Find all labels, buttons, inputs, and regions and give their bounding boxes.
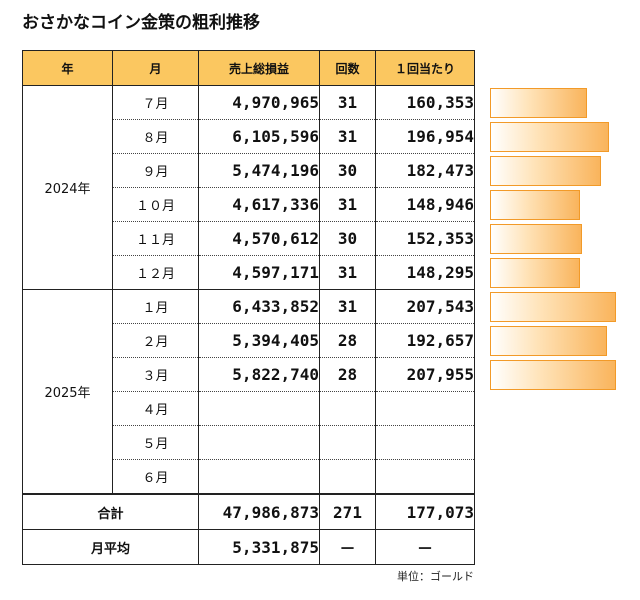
per-cell: 196,954 xyxy=(375,119,475,154)
month-cell: ８月 xyxy=(112,119,199,154)
average-row: 月平均 5,331,875 － － xyxy=(22,529,475,565)
total-per: 177,073 xyxy=(375,493,475,530)
sales-cell: 4,970,965 xyxy=(198,85,320,120)
sales-cell xyxy=(198,459,320,495)
per-cell: 207,955 xyxy=(375,357,475,392)
per-cell xyxy=(375,425,475,460)
page-title: おさかなコイン金策の粗利推移 xyxy=(22,13,260,33)
data-bar xyxy=(490,121,609,152)
per-cell: 148,295 xyxy=(375,255,475,290)
count-cell: 30 xyxy=(319,221,376,256)
table-row: ２月 5,394,405 28 192,657 xyxy=(23,323,475,358)
header-month: 月 xyxy=(112,50,199,86)
count-cell: 28 xyxy=(319,323,376,358)
data-bar xyxy=(490,291,616,322)
year-cell-2025: 2025年 xyxy=(22,289,113,495)
data-bar xyxy=(490,189,580,220)
count-cell: 28 xyxy=(319,357,376,392)
month-cell: ９月 xyxy=(112,153,199,188)
sales-cell: 5,822,740 xyxy=(198,357,320,392)
count-cell: 31 xyxy=(319,255,376,290)
average-count: － xyxy=(319,529,376,565)
data-bar xyxy=(490,87,587,118)
header-count: 回数 xyxy=(319,50,376,86)
sales-cell xyxy=(198,391,320,426)
month-cell: ５月 xyxy=(112,425,199,460)
month-cell: １０月 xyxy=(112,187,199,222)
data-bar xyxy=(490,325,607,356)
average-per: － xyxy=(375,529,475,565)
table-row: 2025年 １月 6,433,852 31 207,543 xyxy=(22,289,475,495)
sales-cell xyxy=(198,425,320,460)
total-sales: 47,986,873 xyxy=(198,493,320,530)
month-cell: ６月 xyxy=(112,459,199,495)
per-cell: 152,353 xyxy=(375,221,475,256)
count-cell xyxy=(319,425,376,460)
month-cell: ７月 xyxy=(112,85,199,120)
month-cell: ３月 xyxy=(112,357,199,392)
header-sales: 売上総損益 xyxy=(198,50,320,86)
sales-cell: 5,474,196 xyxy=(198,153,320,188)
count-cell: 31 xyxy=(319,289,376,324)
data-bar xyxy=(490,257,580,288)
header-per: １回当たり xyxy=(375,50,475,86)
total-row: 合計 47,986,873 271 177,073 xyxy=(22,493,475,530)
count-cell xyxy=(319,459,376,495)
table-row: １１月 4,570,612 30 152,353 xyxy=(23,221,475,256)
table-row: １２月 4,597,171 31 148,295 xyxy=(23,255,475,290)
data-bar xyxy=(490,223,582,254)
count-cell: 31 xyxy=(319,187,376,222)
table-row: ９月 5,474,196 30 182,473 xyxy=(23,153,475,188)
per-cell xyxy=(375,459,475,495)
profit-table: 年 月 売上総損益 回数 １回当たり 2024年 ７月 4,970,965 31… xyxy=(22,50,475,565)
header-row: 年 月 売上総損益 回数 １回当たり xyxy=(22,50,475,86)
header-year: 年 xyxy=(22,50,113,86)
table-row: ３月 5,822,740 28 207,955 xyxy=(23,357,475,392)
data-bar xyxy=(490,359,616,390)
month-cell: １月 xyxy=(112,289,199,324)
table-row: 2024年 ７月 4,970,965 31 160,353 xyxy=(22,85,475,290)
sales-cell: 4,597,171 xyxy=(198,255,320,290)
table-row: ６月 xyxy=(23,459,475,495)
sales-cell: 6,433,852 xyxy=(198,289,320,324)
table-row: ４月 xyxy=(23,391,475,426)
per-cell: 192,657 xyxy=(375,323,475,358)
count-cell: 30 xyxy=(319,153,376,188)
unit-note: 単位：ゴールド xyxy=(397,570,474,583)
table-row: ８月 6,105,596 31 196,954 xyxy=(23,119,475,154)
month-cell: １２月 xyxy=(112,255,199,290)
sales-cell: 6,105,596 xyxy=(198,119,320,154)
month-cell: ４月 xyxy=(112,391,199,426)
per-cell: 182,473 xyxy=(375,153,475,188)
count-cell xyxy=(319,391,376,426)
average-sales: 5,331,875 xyxy=(198,529,320,565)
year-cell-2024: 2024年 xyxy=(22,85,113,290)
table-row: １０月 4,617,336 31 148,946 xyxy=(23,187,475,222)
total-count: 271 xyxy=(319,493,376,530)
data-bar xyxy=(490,155,601,186)
month-cell: ２月 xyxy=(112,323,199,358)
per-cell xyxy=(375,391,475,426)
count-cell: 31 xyxy=(319,119,376,154)
sales-cell: 4,617,336 xyxy=(198,187,320,222)
sales-cell: 4,570,612 xyxy=(198,221,320,256)
total-label: 合計 xyxy=(22,493,199,530)
per-cell: 160,353 xyxy=(375,85,475,120)
per-cell: 207,543 xyxy=(375,289,475,324)
sales-cell: 5,394,405 xyxy=(198,323,320,358)
table-row: ５月 xyxy=(23,425,475,460)
average-label: 月平均 xyxy=(22,529,199,565)
per-cell: 148,946 xyxy=(375,187,475,222)
month-cell: １１月 xyxy=(112,221,199,256)
count-cell: 31 xyxy=(319,85,376,120)
